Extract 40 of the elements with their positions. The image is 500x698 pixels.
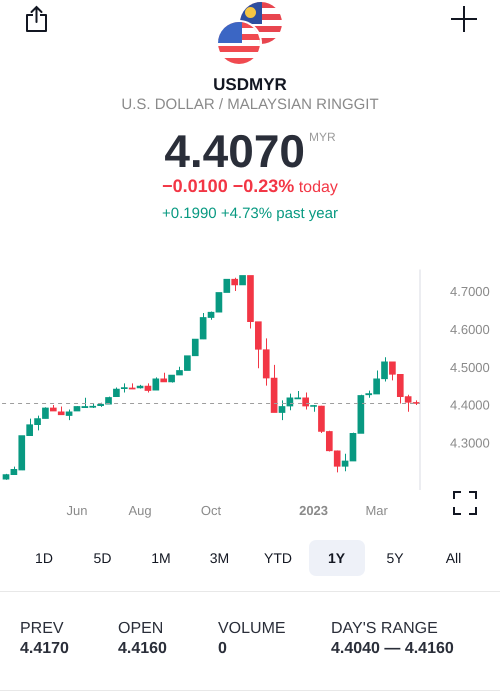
text: 4.4170 bbox=[20, 640, 69, 658]
text: PREV bbox=[20, 620, 65, 638]
text: MYR bbox=[309, 130, 336, 144]
y-tick-label: 4.6000 bbox=[450, 322, 490, 337]
text: DAY'S RANGE bbox=[331, 620, 439, 638]
text: 4.4070 bbox=[164, 125, 306, 177]
x-tick-label: Oct bbox=[200, 502, 222, 518]
text: +0.1990 +4.73% past year bbox=[161, 205, 339, 222]
x-tick-label: Jun bbox=[66, 502, 88, 518]
text: 1D bbox=[34, 549, 54, 568]
y-tick-label: 4.3000 bbox=[450, 436, 490, 451]
x-tick-label: 2023 bbox=[299, 502, 328, 518]
text: 1M bbox=[150, 549, 172, 568]
text: −0.0100 −0.23% bbox=[162, 176, 294, 196]
text: YTD bbox=[263, 549, 293, 568]
x-tick-label: Aug bbox=[128, 502, 152, 518]
candlestick bbox=[160, 372, 168, 382]
y-tick-label: 4.4000 bbox=[450, 398, 490, 413]
y-tick-label: 4.7000 bbox=[450, 284, 490, 300]
text: 5D bbox=[92, 549, 112, 568]
candlestick bbox=[302, 392, 309, 410]
text: 4.4040 — 4.4160 bbox=[331, 640, 454, 658]
text: 3M bbox=[208, 549, 230, 568]
candlestick bbox=[231, 277, 238, 292]
y-tick-label: 4.5000 bbox=[450, 360, 490, 375]
text: 1Y bbox=[308, 540, 364, 576]
candlestick bbox=[239, 275, 246, 286]
text: 0 bbox=[218, 640, 228, 658]
x-tick-label: Mar bbox=[365, 502, 388, 518]
text: OPEN bbox=[118, 620, 164, 638]
chart-title: USDMYR bbox=[212, 75, 288, 95]
text: VOLUME bbox=[218, 620, 286, 638]
text: today bbox=[298, 179, 338, 196]
text: 5Y bbox=[385, 549, 405, 568]
text: All bbox=[444, 549, 462, 568]
text: 4.4160 bbox=[118, 640, 167, 658]
candlestick bbox=[144, 382, 152, 393]
candlestick bbox=[152, 376, 160, 391]
candlestick bbox=[66, 409, 72, 421]
chart-subtitle: U.S. DOLLAR / MALAYSIAN RINGGIT bbox=[120, 96, 380, 113]
